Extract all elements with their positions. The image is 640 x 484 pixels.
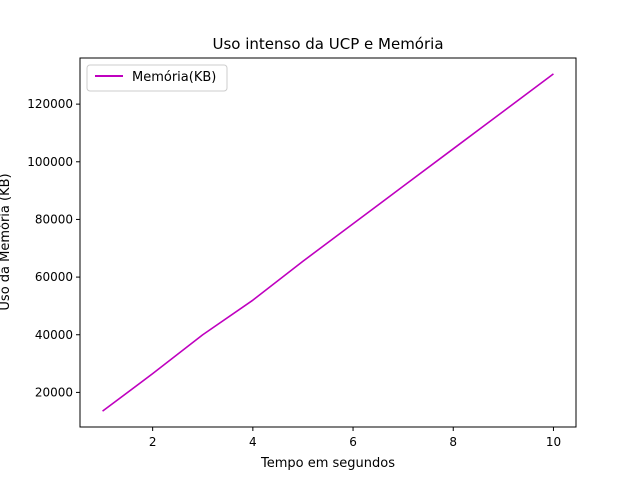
y-tick-label: 100000 bbox=[27, 155, 73, 169]
chart-title: Uso intenso da UCP e Memória bbox=[212, 35, 443, 53]
x-axis-label: Tempo em segundos bbox=[260, 456, 395, 471]
x-tick-label: 10 bbox=[546, 435, 561, 449]
y-tick-label: 80000 bbox=[35, 212, 73, 226]
y-axis-ticks: 20000 40000 60000 80000 100000 120000 bbox=[27, 97, 80, 399]
y-tick-label: 120000 bbox=[27, 97, 73, 111]
x-tick-label: 8 bbox=[449, 435, 457, 449]
legend-label: Memória(KB) bbox=[132, 70, 216, 85]
y-tick-label: 40000 bbox=[35, 328, 73, 342]
series-layer bbox=[102, 73, 554, 412]
plot-area-frame bbox=[79, 57, 577, 428]
y-axis-label: Uso da Memória (KB) bbox=[0, 173, 13, 310]
x-axis-ticks: 2 4 6 8 10 bbox=[149, 427, 561, 449]
series-line[interactable] bbox=[102, 73, 554, 412]
legend[interactable]: Memória(KB) bbox=[86, 64, 228, 92]
y-tick-label: 20000 bbox=[35, 385, 73, 399]
y-tick-label: 60000 bbox=[35, 270, 73, 284]
x-tick-label: 2 bbox=[149, 435, 157, 449]
x-tick-label: 6 bbox=[349, 435, 357, 449]
x-tick-label: 4 bbox=[249, 435, 257, 449]
legend-box bbox=[86, 64, 228, 92]
